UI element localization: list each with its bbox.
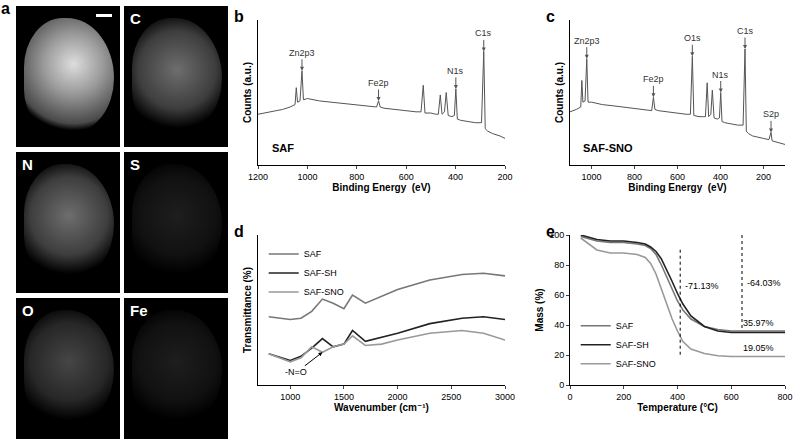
svg-text:2500: 2500 (441, 392, 461, 402)
svg-text:0: 0 (567, 392, 572, 402)
svg-text:Zn2p3: Zn2p3 (574, 36, 600, 46)
svg-text:SAF: SAF (616, 321, 634, 331)
svg-text:400: 400 (448, 172, 463, 182)
svg-text:20: 20 (554, 350, 564, 360)
svg-text:-64.03%: -64.03% (747, 278, 781, 288)
svg-text:Mass (%): Mass (%) (534, 288, 545, 331)
svg-text:SAF: SAF (272, 142, 294, 154)
svg-text:100: 100 (549, 230, 564, 240)
svg-text:0: 0 (559, 380, 564, 390)
html-text:O: O (22, 302, 34, 319)
svg-text:SAF-SNO: SAF-SNO (304, 287, 344, 297)
svg-text:40: 40 (554, 320, 564, 330)
svg-text:600: 600 (399, 172, 414, 182)
svg-text:1500: 1500 (334, 392, 354, 402)
svg-text:1000: 1000 (280, 392, 300, 402)
html-text:S: S (130, 156, 140, 173)
svg-text:1000: 1000 (297, 172, 317, 182)
svg-text:800: 800 (627, 172, 642, 182)
svg-text:600: 600 (724, 392, 739, 402)
svg-text:S2p: S2p (763, 109, 779, 119)
svg-text:C1s: C1s (475, 28, 492, 38)
svg-text:400: 400 (670, 392, 685, 402)
svg-text:80: 80 (554, 260, 564, 270)
svg-text:c: c (546, 8, 555, 25)
svg-text:200: 200 (497, 172, 512, 182)
svg-text:SAF: SAF (304, 249, 322, 259)
svg-text:e: e (546, 223, 555, 240)
svg-text:1000: 1000 (581, 172, 601, 182)
svg-text:O1s: O1s (684, 33, 701, 43)
svg-text:2000: 2000 (388, 392, 408, 402)
svg-text:SAF-SNO: SAF-SNO (583, 142, 633, 154)
svg-text:SAF-SH: SAF-SH (616, 340, 649, 350)
svg-text:Counts (a.u.): Counts (a.u.) (554, 62, 565, 123)
svg-text:Temperature (°C): Temperature (°C) (637, 402, 718, 413)
svg-text:1200: 1200 (248, 172, 268, 182)
svg-text:Wavenumber (cm⁻¹): Wavenumber (cm⁻¹) (334, 402, 429, 413)
html-text:C: C (130, 10, 141, 27)
svg-text:Binding Energy (eV): Binding Energy (eV) (628, 182, 726, 193)
svg-text:800: 800 (777, 392, 792, 402)
svg-text:35.97%: 35.97% (743, 318, 774, 328)
svg-text:C1s: C1s (737, 26, 754, 36)
svg-text:Binding Energy (eV): Binding Energy (eV) (332, 182, 430, 193)
svg-text:60: 60 (554, 290, 564, 300)
svg-text:200: 200 (756, 172, 771, 182)
svg-text:N1s: N1s (447, 66, 464, 76)
svg-text:Fe2p: Fe2p (368, 78, 389, 88)
svg-text:200: 200 (616, 392, 631, 402)
svg-text:3000: 3000 (495, 392, 515, 402)
html-text:a: a (1, 0, 10, 17)
svg-text:b: b (234, 8, 244, 25)
svg-text:SAF-SH: SAF-SH (304, 268, 337, 278)
svg-text:-71.13%: -71.13% (685, 281, 719, 291)
svg-text:800: 800 (349, 172, 364, 182)
svg-text:600: 600 (670, 172, 685, 182)
html-text:Fe: Fe (130, 302, 148, 319)
svg-text:Counts (a.u.): Counts (a.u.) (242, 62, 253, 123)
svg-text:SAF-SNO: SAF-SNO (616, 359, 656, 369)
svg-text:Zn2p3: Zn2p3 (289, 48, 315, 58)
svg-text:Fe2p: Fe2p (643, 74, 664, 84)
svg-text:d: d (234, 223, 244, 240)
svg-text:N1s: N1s (712, 70, 729, 80)
svg-text:400: 400 (713, 172, 728, 182)
svg-text:19.05%: 19.05% (743, 343, 774, 353)
svg-text:Transmittance (%): Transmittance (%) (242, 267, 253, 353)
html-text:N: N (22, 156, 33, 173)
svg-text:-N=O: -N=O (285, 367, 307, 377)
